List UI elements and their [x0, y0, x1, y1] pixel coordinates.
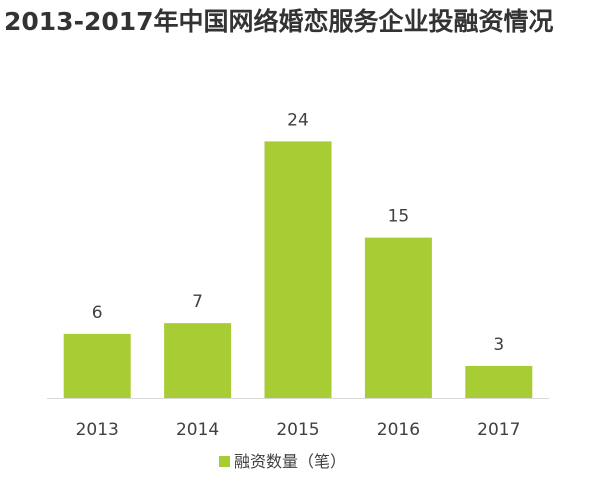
legend-swatch: [219, 456, 230, 467]
data-label-2013: 6: [92, 303, 103, 323]
bar-2016: [364, 237, 432, 398]
data-label-2016: 15: [388, 207, 410, 227]
x-tick-label-2013: 2013: [76, 420, 119, 440]
legend-label: 融资数量（笔）: [234, 452, 346, 471]
x-tick-label-2015: 2015: [276, 420, 319, 440]
bar-2014: [164, 323, 232, 398]
x-tick-label-2014: 2014: [176, 420, 219, 440]
bar-2017: [465, 365, 533, 398]
chart-title: 2013-2017年中国网络婚恋服务企业投融资情况: [4, 7, 554, 36]
x-tick-label-2017: 2017: [477, 420, 520, 440]
x-tick-label-2016: 2016: [377, 420, 420, 440]
bar-2013: [63, 333, 131, 398]
data-label-2017: 3: [493, 335, 504, 355]
data-label-2014: 7: [192, 292, 203, 312]
x-tick-labels: 2013 2014 2015 2016 2017: [76, 420, 521, 440]
data-label-2015: 24: [287, 110, 309, 130]
bar-2015: [264, 141, 332, 398]
bars-layer: [63, 141, 533, 398]
value-labels-layer: 6 7 24 15 3: [92, 110, 504, 355]
legend: 融资数量（笔）: [219, 452, 346, 471]
